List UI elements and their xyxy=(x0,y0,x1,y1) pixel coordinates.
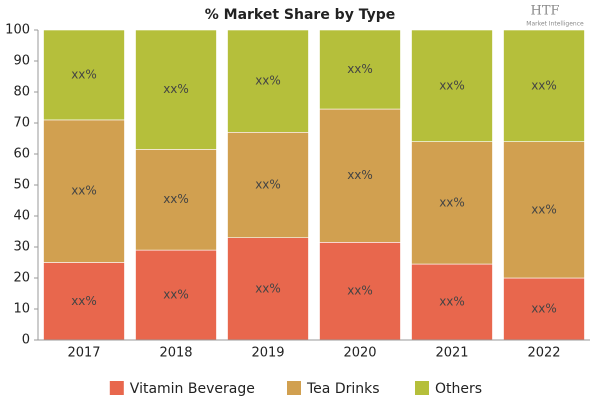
bar-segment xyxy=(411,29,493,142)
data-label: xx% xyxy=(163,82,189,96)
bar-segment xyxy=(135,249,217,341)
logo-subtitle: Market Intelligence xyxy=(526,21,584,28)
y-tick-label: 60 xyxy=(13,147,30,162)
bar-segment xyxy=(135,149,217,251)
y-tick-label: 10 xyxy=(13,302,30,317)
y-tick-label: 0 xyxy=(22,333,30,348)
bar-segment xyxy=(503,277,585,341)
bar-segment xyxy=(503,29,585,142)
data-label: xx% xyxy=(531,202,557,216)
data-label: xx% xyxy=(71,67,97,81)
y-tick-label: 50 xyxy=(13,178,30,193)
data-label: xx% xyxy=(347,168,373,182)
x-tick-label: 2019 xyxy=(251,346,284,361)
x-tick-label: 2017 xyxy=(67,346,100,361)
bar-segment xyxy=(227,132,309,239)
data-label: xx% xyxy=(347,284,373,298)
data-label: xx% xyxy=(439,78,465,92)
data-label: xx% xyxy=(347,62,373,76)
bar-segment xyxy=(43,262,125,341)
bar-segment xyxy=(227,237,309,341)
data-label: xx% xyxy=(163,192,189,206)
legend-label: Vitamin Beverage xyxy=(130,381,255,397)
y-tick-label: 40 xyxy=(13,209,30,224)
data-label: xx% xyxy=(71,184,97,198)
data-label: xx% xyxy=(439,195,465,209)
legend-swatch xyxy=(109,381,124,395)
data-label: xx% xyxy=(531,78,557,92)
bar-segment xyxy=(319,29,401,110)
bar-segment xyxy=(411,263,493,341)
bar-segment xyxy=(319,108,401,243)
data-label: xx% xyxy=(255,281,281,295)
legend-label: Others xyxy=(435,381,482,397)
bar-segment xyxy=(411,141,493,265)
y-tick-label: 90 xyxy=(13,54,30,69)
bar-segment xyxy=(135,29,217,150)
x-tick-label: 2021 xyxy=(435,346,468,361)
data-label: xx% xyxy=(71,294,97,308)
x-tick-label: 2022 xyxy=(527,346,560,361)
logo-text: HTF xyxy=(530,4,559,19)
bar-segment xyxy=(227,29,309,133)
chart-title: % Market Share by Type xyxy=(205,7,396,23)
data-label: xx% xyxy=(255,178,281,192)
data-label: xx% xyxy=(163,288,189,302)
data-label: xx% xyxy=(531,302,557,316)
legend-swatch xyxy=(287,381,301,395)
x-tick-label: 2020 xyxy=(343,346,376,361)
bar-segment xyxy=(503,141,585,279)
y-tick-label: 70 xyxy=(13,116,30,131)
bar-segment xyxy=(319,242,401,341)
data-label: xx% xyxy=(255,74,281,88)
x-tick-label: 2018 xyxy=(159,346,192,361)
y-tick-label: 100 xyxy=(5,23,30,38)
bar-segment xyxy=(43,119,125,263)
y-tick-label: 80 xyxy=(13,85,30,100)
bar-segment xyxy=(43,29,125,121)
data-label: xx% xyxy=(439,295,465,309)
y-tick-label: 30 xyxy=(13,240,30,255)
y-tick-label: 20 xyxy=(13,271,30,286)
legend-label: Tea Drinks xyxy=(306,381,380,397)
legend-swatch xyxy=(415,381,429,395)
